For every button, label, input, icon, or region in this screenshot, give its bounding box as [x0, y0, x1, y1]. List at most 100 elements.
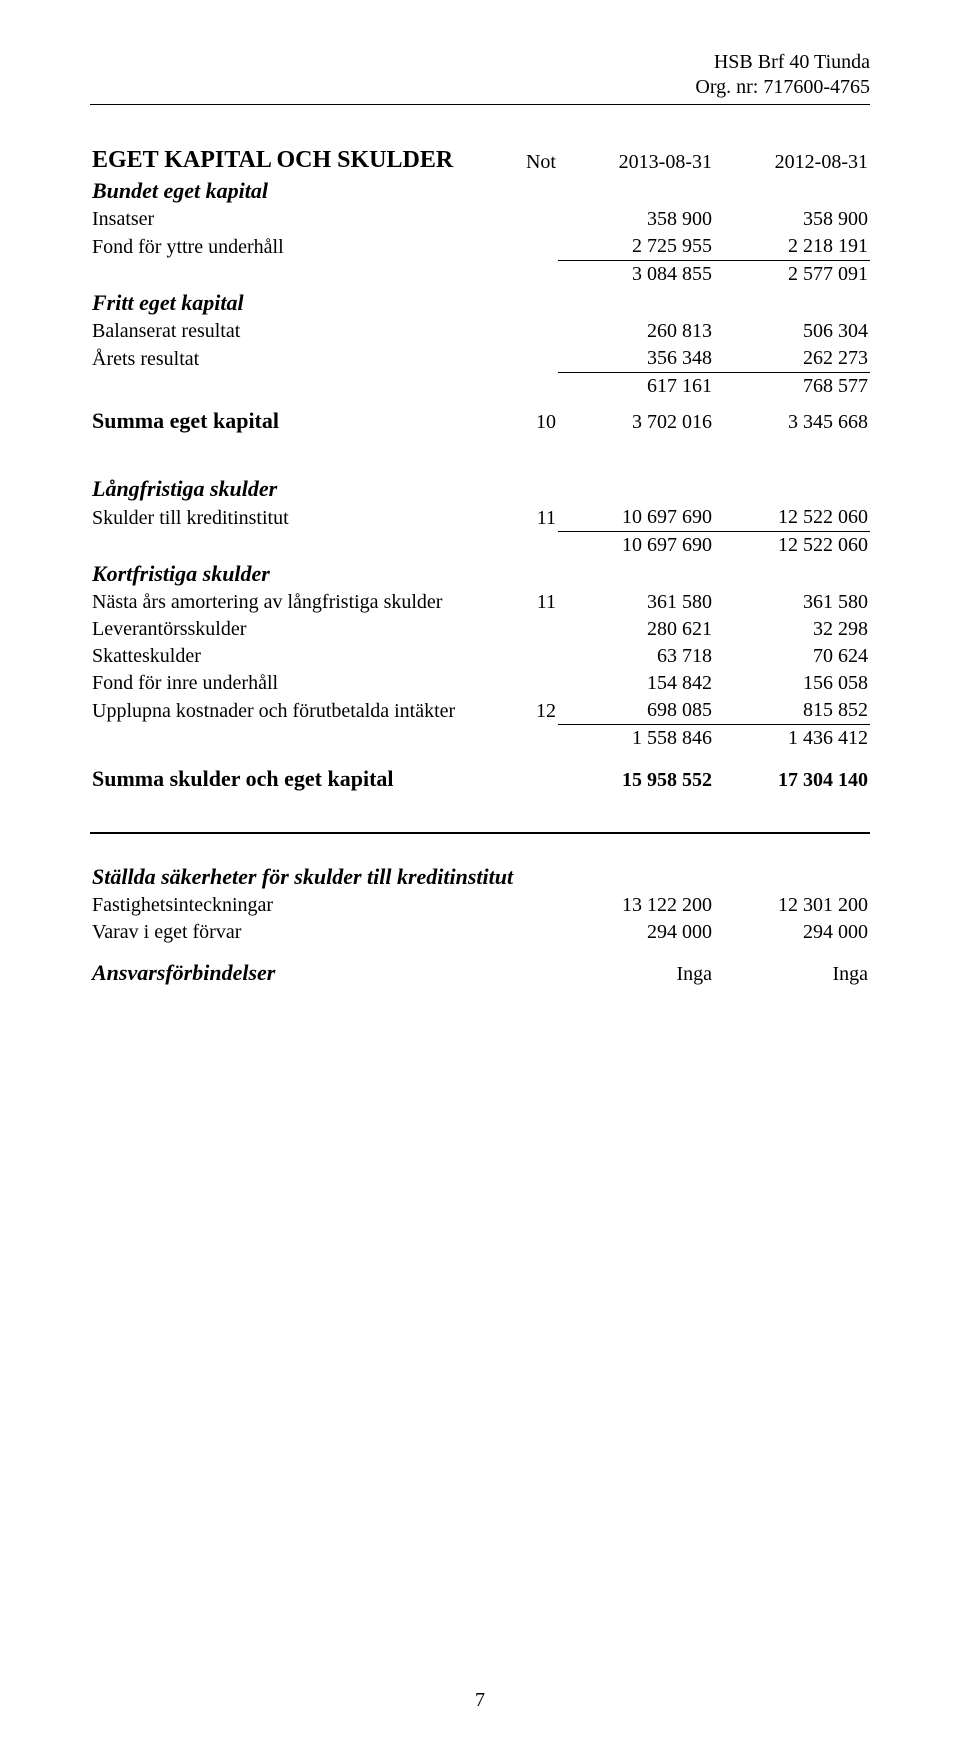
table-row: Balanserat resultat 260 813 506 304: [90, 318, 870, 345]
row-val-a: 2 725 955: [558, 233, 714, 261]
row-val-b: 1 436 412: [714, 725, 870, 753]
summa-eget-row: Summa eget kapital 10 3 702 016 3 345 66…: [90, 400, 870, 436]
table-row: Fond för yttre underhåll 2 725 955 2 218…: [90, 233, 870, 261]
fritt-title: Fritt eget kapital: [90, 288, 870, 318]
row-label: Fastighetsinteckningar: [90, 892, 511, 919]
row-note: [511, 261, 558, 289]
row-val-b: 12 522 060: [714, 532, 870, 560]
row-val-b: 12 522 060: [714, 504, 870, 532]
section-row: Kortfristiga skulder: [90, 559, 870, 589]
row-note: [511, 345, 558, 373]
row-val-a: 358 900: [558, 206, 714, 233]
row-note: [511, 373, 558, 401]
kort-title: Kortfristiga skulder: [90, 559, 870, 589]
row-note: [511, 643, 558, 670]
row-val-b: 156 058: [714, 670, 870, 697]
table-row: Skulder till kreditinstitut 11 10 697 69…: [90, 504, 870, 532]
lang-title: Långfristiga skulder: [90, 474, 870, 504]
ansvar-a: Inga: [558, 946, 714, 988]
row-val-a: 63 718: [558, 643, 714, 670]
header-rule: [90, 104, 870, 105]
row-label: Upplupna kostnader och förutbetalda intä…: [90, 697, 511, 725]
row-val-b: 32 298: [714, 616, 870, 643]
row-val-b: 2 218 191: [714, 233, 870, 261]
summa-skulder-row: Summa skulder och eget kapital 15 958 55…: [90, 752, 870, 794]
row-label: Varav i eget förvar: [90, 919, 511, 946]
ansvar-b: Inga: [714, 946, 870, 988]
table-row: Upplupna kostnader och förutbetalda intä…: [90, 697, 870, 725]
row-label: Balanserat resultat: [90, 318, 511, 345]
row-val-a: 154 842: [558, 670, 714, 697]
row-val-b: 361 580: [714, 589, 870, 616]
row-label: Nästa års amortering av långfristiga sku…: [90, 589, 511, 616]
summa-skulder-a: 15 958 552: [558, 752, 714, 794]
subtotal-row: 10 697 690 12 522 060: [90, 532, 870, 560]
spacer: [90, 436, 870, 474]
title-row: EGET KAPITAL OCH SKULDER Not 2013-08-31 …: [90, 145, 870, 176]
col-note-header: Not: [511, 145, 558, 176]
row-val-b: 358 900: [714, 206, 870, 233]
page-number: 7: [0, 1689, 960, 1712]
row-val-a: 10 697 690: [558, 532, 714, 560]
subtotal-row: 617 161 768 577: [90, 373, 870, 401]
row-val-a: 617 161: [558, 373, 714, 401]
page-container: HSB Brf 40 Tiunda Org. nr: 717600-4765 E…: [0, 0, 960, 1752]
subtotal-row: 3 084 855 2 577 091: [90, 261, 870, 289]
summa-eget-b: 3 345 668: [714, 400, 870, 436]
row-val-a: 280 621: [558, 616, 714, 643]
row-val-a: 356 348: [558, 345, 714, 373]
summa-eget-a: 3 702 016: [558, 400, 714, 436]
table-row: Varav i eget förvar 294 000 294 000: [90, 919, 870, 946]
ansvar-label: Ansvarsförbindelser: [90, 946, 511, 988]
col-b-header: 2012-08-31: [714, 145, 870, 176]
table-row: Årets resultat 356 348 262 273: [90, 345, 870, 373]
row-note: [511, 233, 558, 261]
row-val-a: 260 813: [558, 318, 714, 345]
row-val-a: 361 580: [558, 589, 714, 616]
section-row: Bundet eget kapital: [90, 176, 870, 206]
row-val-a: 3 084 855: [558, 261, 714, 289]
row-val-b: 70 624: [714, 643, 870, 670]
col-a-header: 2013-08-31: [558, 145, 714, 176]
subtotal-row: 1 558 846 1 436 412: [90, 725, 870, 753]
table-row: Skatteskulder 63 718 70 624: [90, 643, 870, 670]
org-name: HSB Brf 40 Tiunda: [90, 50, 870, 75]
row-val-a: 1 558 846: [558, 725, 714, 753]
row-note: [511, 670, 558, 697]
row-label: Skatteskulder: [90, 643, 511, 670]
bundet-title: Bundet eget kapital: [90, 176, 870, 206]
row-label: Fond för yttre underhåll: [90, 233, 511, 261]
row-label: Fond för inre underhåll: [90, 670, 511, 697]
ansvar-row: Ansvarsförbindelser Inga Inga: [90, 946, 870, 988]
row-note: [511, 318, 558, 345]
row-val-b: 506 304: [714, 318, 870, 345]
table-row: Leverantörsskulder 280 621 32 298: [90, 616, 870, 643]
row-label: [90, 373, 511, 401]
row-label: [90, 532, 511, 560]
row-label: [90, 261, 511, 289]
row-note: 12: [511, 697, 558, 725]
row-val-a: 13 122 200: [558, 892, 714, 919]
securities-table: Ställda säkerheter för skulder till kred…: [90, 864, 870, 988]
section-row: Långfristiga skulder: [90, 474, 870, 504]
row-note: [511, 616, 558, 643]
summa-skulder-b: 17 304 140: [714, 752, 870, 794]
row-label: [90, 725, 511, 753]
table-row: Insatser 358 900 358 900: [90, 206, 870, 233]
row-label: Insatser: [90, 206, 511, 233]
row-val-b: 815 852: [714, 697, 870, 725]
row-label: Leverantörsskulder: [90, 616, 511, 643]
row-note: 11: [511, 589, 558, 616]
sakerheter-title: Ställda säkerheter för skulder till kred…: [90, 864, 870, 892]
section-row: Ställda säkerheter för skulder till kred…: [90, 864, 870, 892]
row-val-b: 294 000: [714, 919, 870, 946]
table-row: Fond för inre underhåll 154 842 156 058: [90, 670, 870, 697]
row-val-a: 10 697 690: [558, 504, 714, 532]
summa-eget-note: 10: [511, 400, 558, 436]
header-block: HSB Brf 40 Tiunda Org. nr: 717600-4765: [90, 50, 870, 100]
summa-skulder-label: Summa skulder och eget kapital: [90, 752, 511, 794]
row-val-b: 768 577: [714, 373, 870, 401]
table-row: Fastighetsinteckningar 13 122 200 12 301…: [90, 892, 870, 919]
main-title: EGET KAPITAL OCH SKULDER: [90, 145, 511, 176]
row-val-b: 262 273: [714, 345, 870, 373]
